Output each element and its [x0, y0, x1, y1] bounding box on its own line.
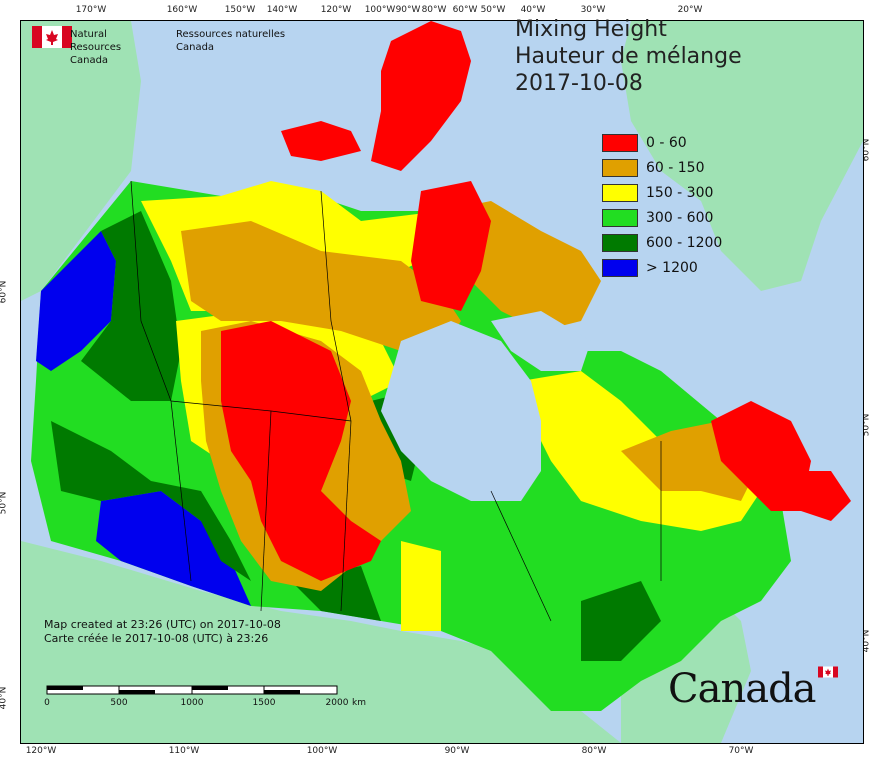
legend-item: 150 - 300 [602, 184, 752, 202]
agency-name-english: Natural Resources Canada [70, 28, 160, 67]
map-caption: Map created at 23:26 (UTC) on 2017-10-08… [44, 618, 281, 646]
scale-label: 1000 [180, 698, 204, 708]
legend-label: 300 - 600 [646, 210, 714, 226]
zone-yellow-south [401, 541, 441, 631]
zone-red-prairie [221, 321, 381, 581]
scale-label: 2000 [325, 698, 349, 708]
scale-bar: 0 500 1000 1500 2000 km [27, 682, 366, 710]
legend-item: 60 - 150 [602, 159, 752, 177]
alaska-shape [21, 21, 141, 301]
legend-label: 600 - 1200 [646, 235, 723, 251]
zone-darkgreen-west [81, 211, 181, 401]
legend-item: 0 - 60 [602, 134, 752, 152]
legend-label: 150 - 300 [646, 185, 714, 201]
legend-item: > 1200 [602, 259, 752, 277]
zone-red-arctic-islands [281, 121, 361, 161]
province-borders [130, 180, 662, 622]
legend-item: 300 - 600 [602, 209, 752, 227]
zone-blue-northwest [36, 231, 116, 371]
zone-orange-arctic [181, 221, 461, 351]
wordmark-flag-icon [818, 666, 838, 678]
legend-swatch [602, 184, 638, 202]
graticule-top-label: 60°W [452, 5, 478, 15]
agency-french-line: Canada [176, 42, 215, 53]
map-canvas[interactable] [20, 20, 864, 744]
zone-blue-southwest [96, 491, 251, 606]
agency-english-line: Natural Resources [70, 29, 122, 53]
caption-english: Map created at 23:26 (UTC) on 2017-10-08 [44, 618, 281, 631]
wordmark-text: Canada [668, 666, 817, 712]
greenland-shape [621, 21, 863, 291]
zone-red-labrador [711, 401, 811, 511]
graticule-top-label: 20°W [677, 5, 703, 15]
legend-label: > 1200 [646, 260, 698, 276]
graticule-top-label: 100°W [364, 5, 396, 15]
zone-red-newfoundland [791, 471, 851, 521]
hudson-bay-water [381, 321, 541, 501]
legend-swatch [602, 209, 638, 227]
zone-darkgreen-southwest [51, 421, 251, 581]
graticule-top-label: 160°W [166, 5, 198, 15]
agency-english-line: Canada [70, 55, 109, 66]
zone-red-baffin [411, 181, 491, 311]
map-title: Mixing Height Hauteur de mélange 2017-10… [515, 16, 742, 97]
graticule-top-label: 80°W [421, 5, 447, 15]
scale-label: 1500 [252, 698, 276, 708]
canada-wordmark: Canada [668, 666, 838, 712]
graticule-bottom-label: 110°W [168, 746, 200, 756]
scale-unit-label: km [352, 698, 366, 708]
graticule-top-label: 120°W [320, 5, 352, 15]
legend-swatch [602, 234, 638, 252]
graticule-left-label: 60°N [0, 280, 9, 304]
graticule-top-label: 90°W [395, 5, 421, 15]
agency-french-line: Ressources naturelles [176, 29, 286, 40]
zone-red-arctic-north [371, 21, 471, 171]
graticule-top-label: 30°W [580, 5, 606, 15]
title-french: Hauteur de mélange [515, 44, 742, 69]
graticule-bottom-label: 90°W [444, 746, 470, 756]
title-english: Mixing Height [515, 17, 667, 42]
caption-french: Carte créée le 2017-10-08 (UTC) à 23:26 [44, 632, 269, 645]
graticule-top-label: 40°W [520, 5, 546, 15]
title-date: 2017-10-08 [515, 71, 643, 96]
agency-name-french: Ressources naturelles Canada [176, 28, 286, 54]
legend-swatch [602, 159, 638, 177]
legend-swatch [602, 134, 638, 152]
graticule-bottom-label: 70°W [728, 746, 754, 756]
graticule-bottom-label: 100°W [306, 746, 338, 756]
graticule-top-label: 170°W [75, 5, 107, 15]
graticule-bottom-label: 120°W [25, 746, 57, 756]
graticule-left-label: 50°N [0, 491, 9, 515]
zone-darkgreen-southeast [581, 581, 661, 661]
legend-swatch [602, 259, 638, 277]
mixing-height-map [21, 21, 863, 743]
scale-bar-graphic [46, 685, 338, 695]
graticule-left-label: 40°N [0, 686, 9, 710]
graticule-bottom-label: 80°W [581, 746, 607, 756]
hudson-strait-water [491, 311, 591, 371]
graticule-top-label: 150°W [224, 5, 256, 15]
legend-label: 0 - 60 [646, 135, 687, 151]
graticule-top-label: 50°W [480, 5, 506, 15]
legend-label: 60 - 150 [646, 160, 705, 176]
scale-label: 0 [44, 698, 50, 708]
legend-item: 600 - 1200 [602, 234, 752, 252]
graticule-top-label: 140°W [266, 5, 298, 15]
scale-label: 500 [110, 698, 128, 708]
canada-flag-icon [32, 26, 72, 48]
